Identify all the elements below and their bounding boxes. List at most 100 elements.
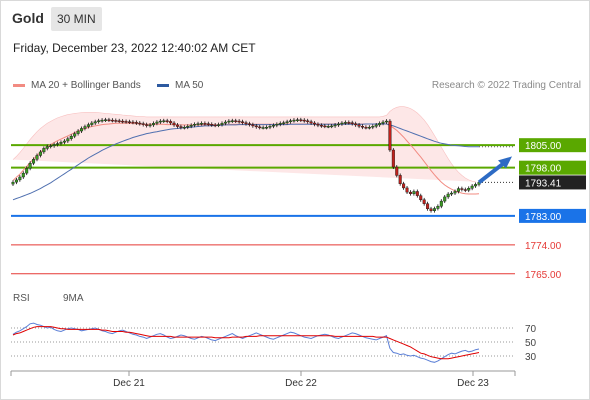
candle-down [391,149,395,168]
rsi-tick-30: 30 [525,352,537,363]
candle-up [56,143,60,145]
candle-up [49,145,53,148]
current-price-tag [519,175,586,190]
candle-down [319,125,323,127]
candle-down [121,120,125,123]
candle-down [388,120,392,151]
candle-up [337,123,341,126]
candle-down [313,122,317,125]
candle-down [165,120,169,122]
current-price-label: 1793.41 [525,178,562,189]
rsi-tick-70: 70 [525,324,537,335]
candle-up [227,120,231,123]
candle-down [114,120,118,122]
candle-up [381,121,385,124]
candle-up [292,119,296,122]
candle-down [463,189,467,191]
legend-ma50: MA 50 [157,80,203,91]
candle-up [289,120,293,122]
candle-up [230,120,234,122]
candle-up [59,142,63,144]
candle-up [35,155,39,160]
candle-up [186,126,190,128]
candle-down [422,199,426,204]
candle-up [436,206,440,209]
candle-down [138,122,142,125]
candle-up [374,124,378,127]
candle-down [306,120,310,122]
candle-down [213,124,217,127]
candle-up [443,196,447,202]
candle-up [199,123,203,125]
timeframe-button[interactable]: 30 MIN [51,7,102,31]
candle-up [52,144,56,147]
candle-up [439,200,443,207]
ma9-label: 9MA [63,293,84,304]
level-label-1765.00: 1765.00 [525,270,562,281]
candle-down [206,123,210,125]
candle-down [426,203,430,210]
candle-up [73,133,77,137]
rsi-tick-50: 50 [525,338,537,349]
level-label-1774.00: 1774.00 [525,241,562,252]
candle-up [384,120,388,123]
candle-up [474,184,478,187]
candle-down [210,124,214,126]
candle-up [278,123,282,125]
candle-down [179,126,183,128]
candle-up [268,126,272,128]
candle-up [378,123,382,126]
candle-down [251,124,255,127]
candle-down [323,125,327,128]
candle-up [367,126,371,129]
candle-down [405,187,409,193]
candle-down [419,195,423,201]
candle-up [100,119,104,122]
candle-down [302,119,306,122]
candle-up [371,126,375,128]
candle-up [158,120,162,123]
candle-up [295,119,299,121]
candle-down [247,123,251,125]
candle-up [432,208,436,211]
candle-up [42,148,46,153]
candle-up [193,124,197,126]
top-bar: Gold 30 MIN [0,0,590,36]
x-tick-label: Dec 22 [285,378,317,389]
candle-up [38,151,42,156]
legend-rsi: RSI [13,293,30,304]
candle-up [220,123,224,125]
candle-up [45,146,49,149]
candle-up [196,123,200,125]
candle-down [361,126,365,128]
candle-down [134,122,138,124]
candle-down [395,166,399,176]
candle-down [141,123,145,125]
candle-down [124,121,128,123]
candle-up [104,119,108,121]
projection-arrow-shaft [477,159,508,185]
candle-down [258,126,262,129]
candle-up [343,122,347,124]
candle-up [282,122,286,124]
candle-up [470,185,474,189]
ma50-label: MA 50 [175,80,204,91]
candle-up [11,181,15,185]
candle-up [151,123,155,126]
candle-down [398,175,402,184]
level-label-1783.00: 1783.00 [525,212,562,223]
candle-down [172,122,176,126]
candle-down [241,121,245,123]
candle-up [453,191,457,194]
level-label-1805.00: 1805.00 [525,141,562,152]
candle-up [14,179,18,183]
candle-down [408,191,412,194]
candle-up [182,126,186,129]
candle-up [217,124,221,126]
projection-arrow-head [498,156,512,169]
candle-up [333,124,337,127]
level-tag-1805.00 [519,138,586,153]
candle-up [25,168,29,174]
candle-down [117,120,121,122]
